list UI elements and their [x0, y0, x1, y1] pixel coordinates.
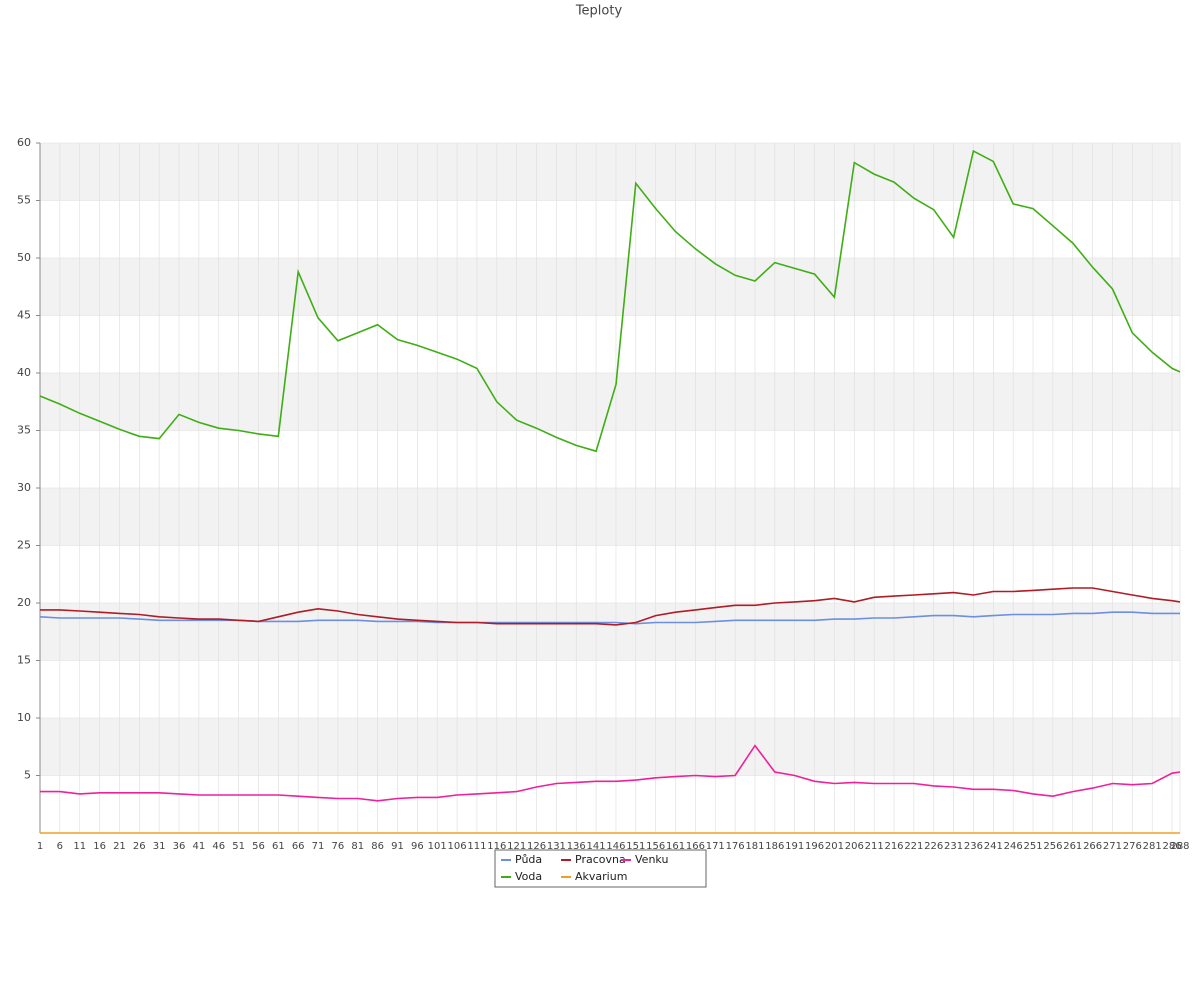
grid-band — [40, 488, 1180, 546]
legend-label: Půda — [515, 853, 542, 866]
x-tick-label: 11 — [73, 841, 86, 852]
x-tick-label: 236 — [964, 841, 983, 852]
x-tick-label: 131 — [547, 841, 566, 852]
y-tick-label: 20 — [17, 596, 31, 609]
x-tick-label: 146 — [606, 841, 625, 852]
legend-label: Pracovna — [575, 853, 626, 866]
x-tick-label: 6 — [57, 841, 63, 852]
legend-label: Venku — [635, 853, 668, 866]
x-tick-label: 288 — [1170, 841, 1189, 852]
y-tick-label: 40 — [17, 366, 31, 379]
x-tick-label: 16 — [93, 841, 106, 852]
x-tick-label: 181 — [745, 841, 764, 852]
grid-band — [40, 718, 1180, 776]
x-tick-label: 201 — [825, 841, 844, 852]
y-tick-label: 35 — [17, 424, 31, 437]
series-line — [40, 587, 1181, 626]
x-tick-label: 241 — [984, 841, 1003, 852]
x-tick-label: 216 — [884, 841, 903, 852]
x-tick-label: 26 — [133, 841, 146, 852]
x-tick-label: 116 — [487, 841, 506, 852]
x-tick-label: 91 — [391, 841, 404, 852]
grid-band — [40, 258, 1180, 316]
x-tick-label: 126 — [527, 841, 546, 852]
x-tick-label: 121 — [507, 841, 526, 852]
x-tick-label: 76 — [332, 841, 345, 852]
grid-band — [40, 143, 1180, 201]
x-tick-label: 171 — [706, 841, 725, 852]
y-tick-label: 15 — [17, 654, 31, 667]
x-tick-label: 61 — [272, 841, 285, 852]
x-tick-label: 66 — [292, 841, 305, 852]
series-line — [40, 744, 1181, 802]
y-tick-label: 60 — [17, 136, 31, 149]
x-tick-label: 106 — [448, 841, 467, 852]
x-tick-label: 21 — [113, 841, 126, 852]
y-tick-label: 45 — [17, 309, 31, 322]
x-tick-label: 186 — [765, 841, 784, 852]
x-tick-label: 246 — [1004, 841, 1023, 852]
x-tick-label: 136 — [567, 841, 586, 852]
x-tick-label: 51 — [232, 841, 245, 852]
y-tick-label: 55 — [17, 194, 31, 207]
legend-label: Akvarium — [575, 870, 627, 883]
y-tick-label: 10 — [17, 711, 31, 724]
x-tick-label: 86 — [371, 841, 384, 852]
grid-band — [40, 373, 1180, 431]
x-tick-label: 231 — [944, 841, 963, 852]
y-tick-label: 25 — [17, 539, 31, 552]
x-tick-label: 256 — [1043, 841, 1062, 852]
x-tick-label: 1 — [37, 841, 43, 852]
x-tick-label: 176 — [726, 841, 745, 852]
x-tick-label: 41 — [193, 841, 206, 852]
y-tick-label: 5 — [24, 769, 31, 782]
x-tick-label: 251 — [1023, 841, 1042, 852]
x-tick-label: 36 — [173, 841, 186, 852]
x-tick-label: 196 — [805, 841, 824, 852]
x-tick-label: 261 — [1063, 841, 1082, 852]
x-tick-label: 286 — [1163, 841, 1182, 852]
x-tick-label: 101 — [428, 841, 447, 852]
x-tick-label: 81 — [351, 841, 364, 852]
grid-band — [40, 603, 1180, 661]
x-tick-label: 271 — [1103, 841, 1122, 852]
x-tick-label: 281 — [1143, 841, 1162, 852]
x-tick-label: 206 — [845, 841, 864, 852]
legend-box — [494, 849, 707, 888]
y-tick-label: 50 — [17, 251, 31, 264]
x-tick-label: 221 — [904, 841, 923, 852]
x-tick-label: 161 — [666, 841, 685, 852]
x-tick-label: 46 — [212, 841, 225, 852]
x-tick-label: 151 — [626, 841, 645, 852]
x-tick-label: 111 — [467, 841, 486, 852]
x-tick-label: 191 — [785, 841, 804, 852]
x-tick-label: 211 — [865, 841, 884, 852]
legend-label: Voda — [515, 870, 542, 883]
y-tick-label: 30 — [17, 481, 31, 494]
x-tick-label: 276 — [1123, 841, 1142, 852]
x-tick-label: 166 — [686, 841, 705, 852]
chart-title: Teploty — [575, 4, 623, 19]
x-tick-label: 71 — [312, 841, 325, 852]
series-line — [39, 149, 1181, 453]
x-tick-label: 56 — [252, 841, 265, 852]
x-tick-label: 31 — [153, 841, 166, 852]
x-tick-label: 156 — [646, 841, 665, 852]
x-tick-label: 266 — [1083, 841, 1102, 852]
x-tick-label: 141 — [587, 841, 606, 852]
x-tick-label: 96 — [411, 841, 424, 852]
x-tick-label: 226 — [924, 841, 943, 852]
